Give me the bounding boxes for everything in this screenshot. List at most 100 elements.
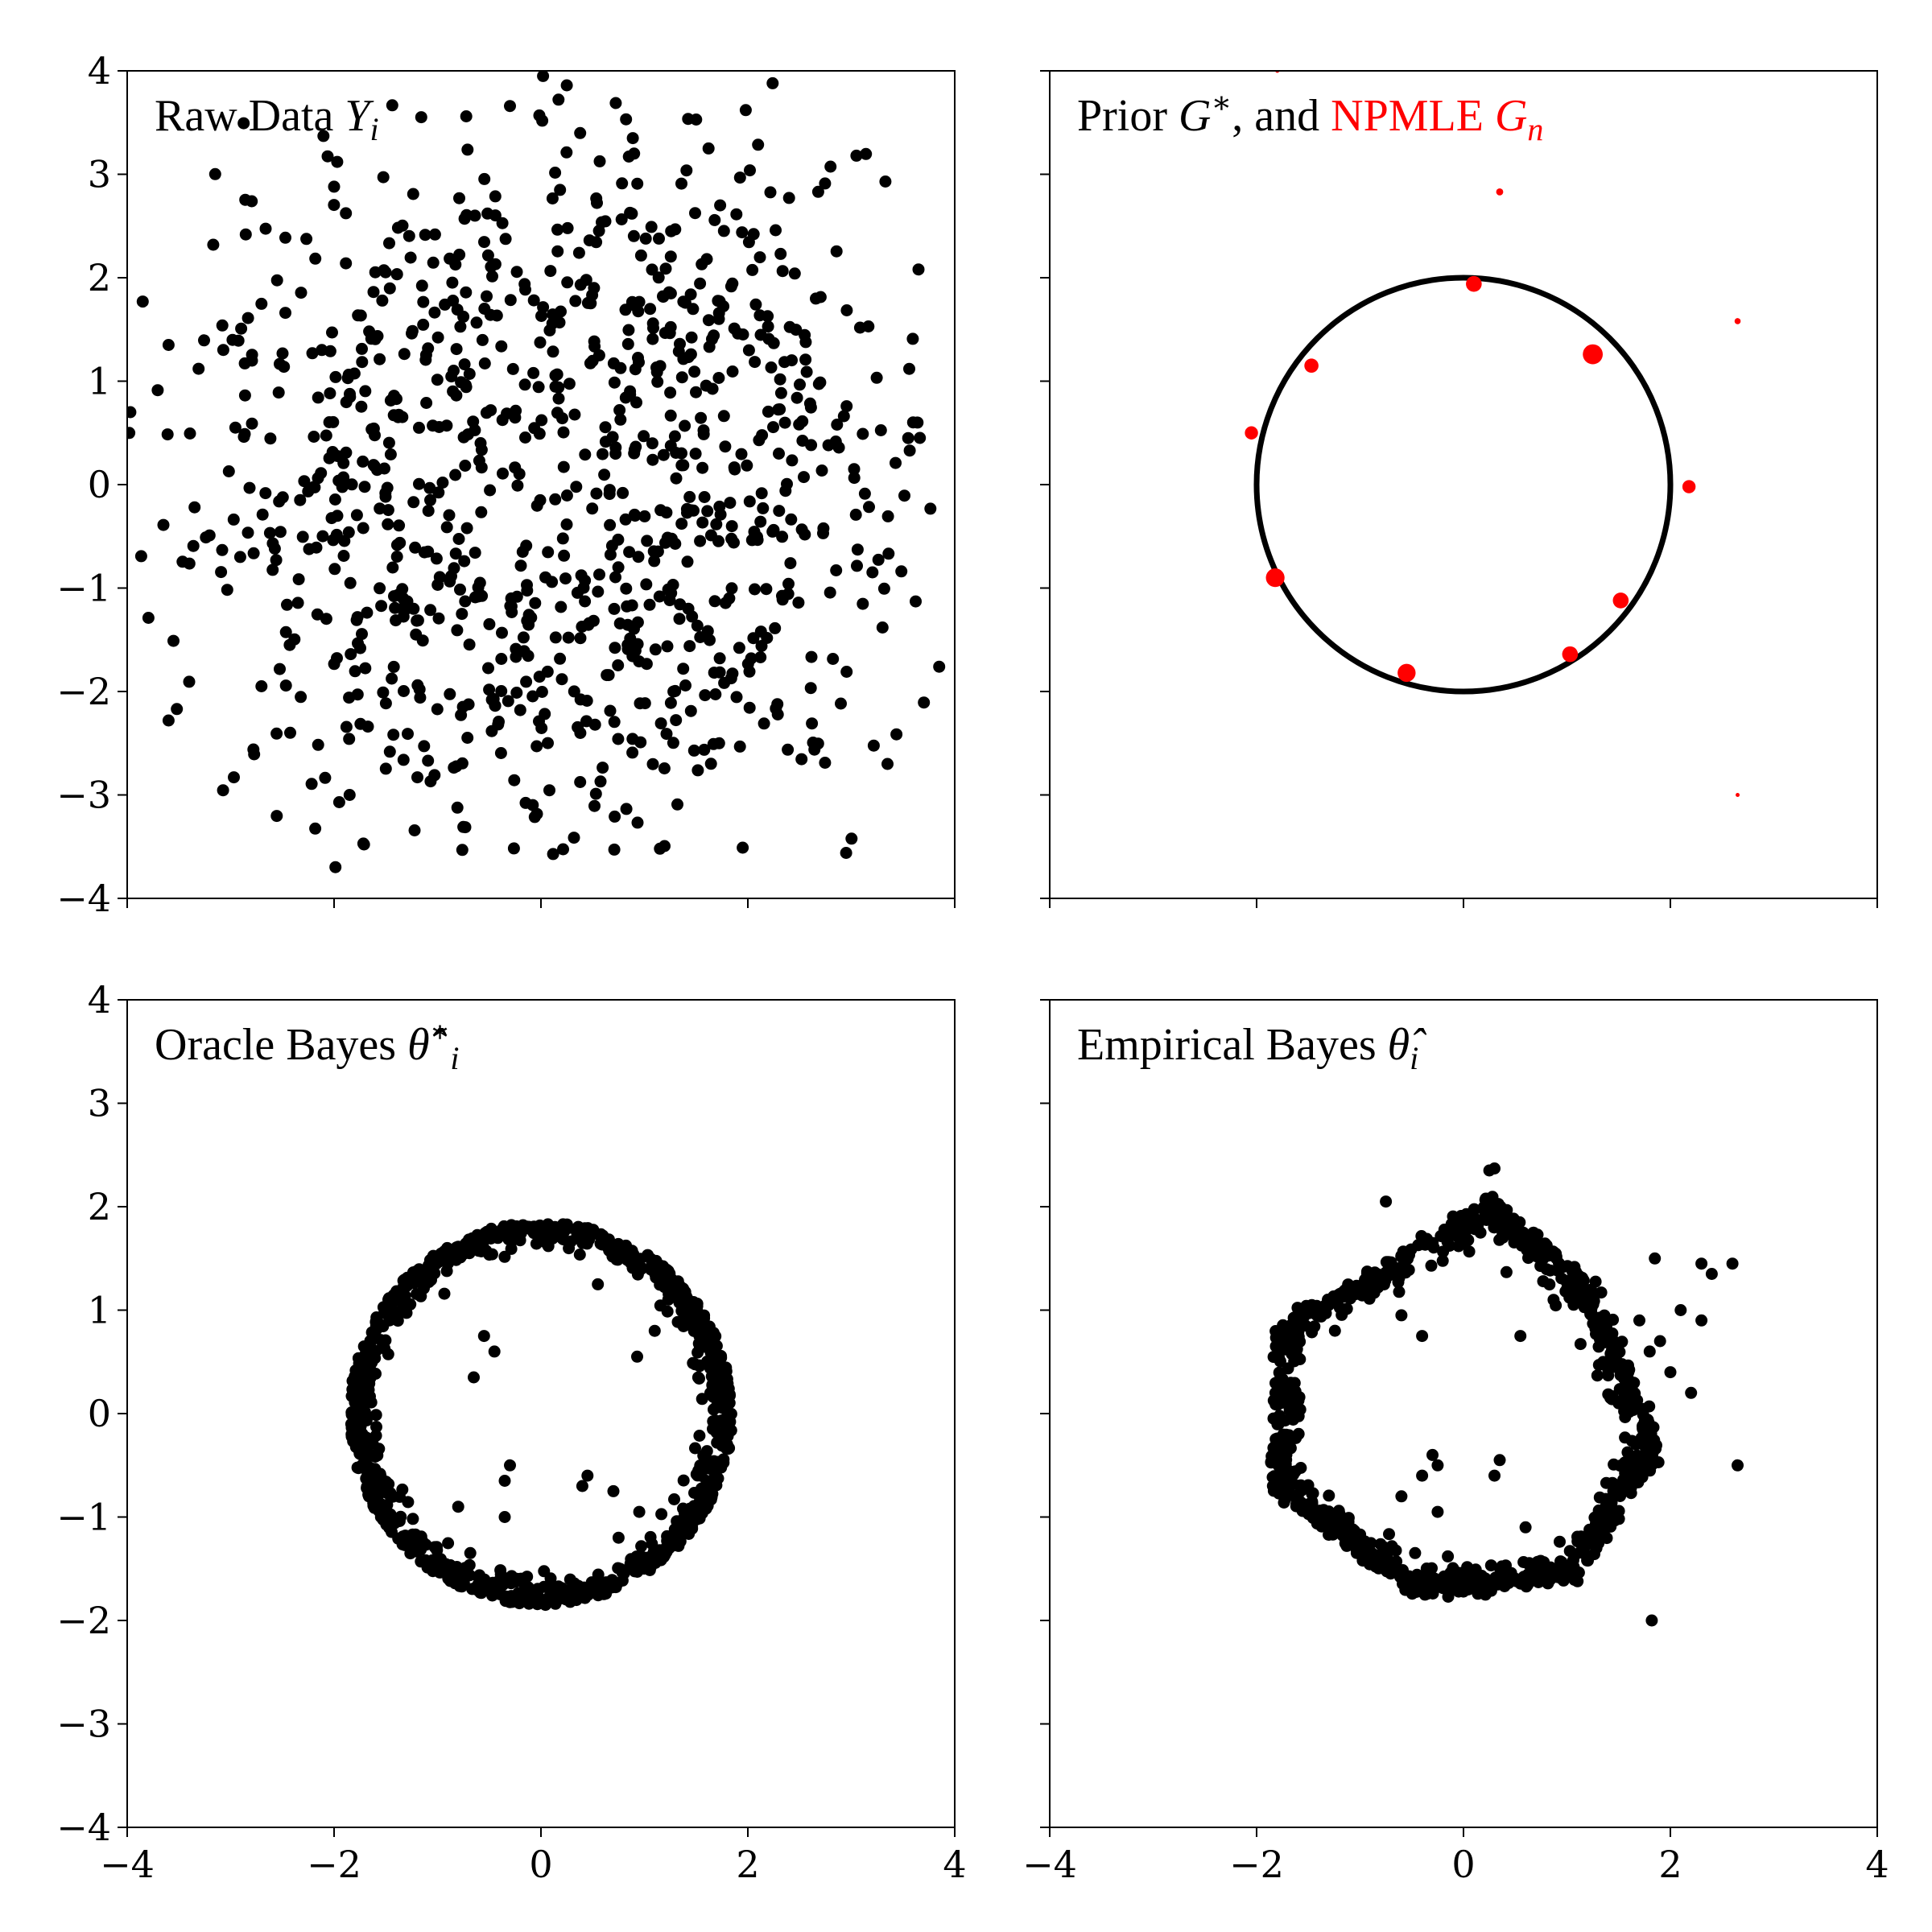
data-point	[615, 213, 628, 225]
data-point	[657, 448, 670, 461]
data-point	[691, 1346, 704, 1359]
data-point	[702, 142, 715, 155]
data-point	[1602, 1314, 1615, 1327]
data-point	[356, 1459, 369, 1472]
data-point	[683, 640, 696, 653]
data-point	[498, 1511, 511, 1523]
data-point	[863, 501, 875, 514]
npmle-atom	[1734, 318, 1741, 324]
data-point	[645, 221, 658, 233]
data-point	[1674, 1304, 1687, 1316]
data-point	[898, 489, 910, 502]
data-point	[588, 799, 601, 812]
data-point	[448, 562, 460, 575]
data-point	[384, 448, 397, 460]
data-point	[1452, 1240, 1465, 1253]
data-point	[383, 282, 396, 295]
data-point	[568, 832, 580, 844]
data-point	[772, 403, 785, 416]
data-point	[674, 1535, 687, 1548]
data-point	[677, 1474, 690, 1487]
data-point	[510, 266, 523, 279]
data-point	[684, 704, 697, 717]
data-point	[645, 1253, 658, 1265]
data-point	[450, 343, 463, 356]
data-point	[411, 679, 424, 691]
data-point	[337, 456, 350, 469]
data-point	[511, 479, 524, 492]
data-point	[504, 1459, 516, 1472]
data-point	[824, 586, 836, 599]
data-point	[1534, 1260, 1547, 1273]
data-point	[217, 784, 229, 797]
data-point	[638, 1563, 650, 1575]
data-point	[895, 565, 908, 578]
data-point	[519, 431, 531, 444]
data-point	[360, 1431, 373, 1444]
data-point	[830, 245, 843, 258]
npmle-atom	[1496, 188, 1504, 196]
data-point	[1469, 1563, 1482, 1576]
data-point	[553, 316, 566, 329]
data-point	[408, 1272, 421, 1285]
data-point	[270, 274, 283, 287]
data-point	[638, 510, 651, 522]
data-point	[495, 685, 508, 697]
data-point	[171, 703, 184, 716]
y-tick-label: 1	[88, 1289, 111, 1332]
data-point	[673, 613, 686, 625]
data-point	[708, 213, 721, 226]
data-point	[779, 485, 792, 497]
data-point	[517, 631, 530, 644]
data-point	[551, 245, 564, 258]
plot-area	[1265, 1162, 1744, 1627]
data-point	[569, 295, 582, 308]
data-point	[735, 448, 748, 460]
data-point	[574, 632, 587, 645]
data-point	[564, 1573, 576, 1586]
data-point	[1614, 1459, 1627, 1472]
data-point	[890, 728, 903, 741]
data-point	[419, 229, 431, 242]
data-point	[703, 1462, 716, 1475]
data-point	[609, 642, 621, 654]
data-point	[470, 316, 483, 329]
data-point	[903, 444, 916, 457]
data-point	[1645, 1456, 1658, 1469]
data-point	[795, 753, 808, 766]
data-point	[331, 652, 343, 665]
data-point	[422, 505, 435, 518]
data-point	[771, 708, 784, 720]
data-point	[557, 843, 569, 856]
data-point	[1267, 1412, 1280, 1425]
data-point	[446, 276, 459, 289]
data-point	[379, 487, 392, 499]
data-point	[259, 487, 272, 500]
data-point	[659, 536, 671, 549]
data-point	[1535, 1245, 1548, 1258]
data-point	[918, 696, 931, 709]
data-point	[538, 1580, 551, 1593]
data-point	[279, 679, 292, 692]
data-point	[559, 572, 572, 585]
data-point	[1641, 1414, 1653, 1427]
data-point	[1437, 1245, 1450, 1258]
data-point	[1617, 1370, 1630, 1383]
data-point	[668, 430, 681, 443]
data-point	[458, 358, 471, 371]
data-point	[274, 663, 286, 675]
data-point	[469, 591, 481, 604]
data-point	[295, 691, 308, 704]
x-tick-label: −2	[1229, 1843, 1284, 1886]
plot-area	[345, 1218, 737, 1612]
data-point	[608, 843, 621, 856]
data-point	[477, 1330, 490, 1343]
data-point	[460, 522, 473, 535]
data-point	[1308, 1320, 1321, 1333]
data-point	[654, 1299, 667, 1312]
data-point	[305, 778, 318, 791]
data-point	[866, 566, 879, 579]
data-point	[647, 545, 660, 558]
data-point	[1291, 1402, 1304, 1415]
data-point	[1274, 1355, 1286, 1368]
